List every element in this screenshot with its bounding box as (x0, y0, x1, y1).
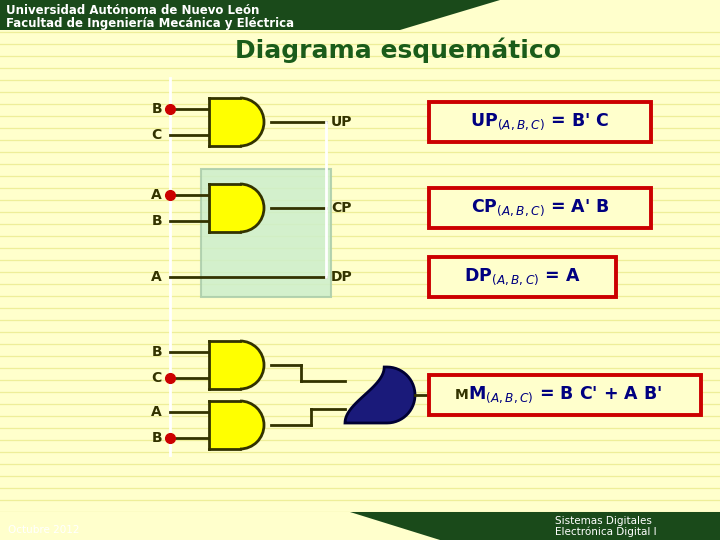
Text: UP$_{(A,B,C)}$ = B' C: UP$_{(A,B,C)}$ = B' C (470, 112, 610, 132)
Bar (209, 341, 240, 389)
Text: Diagrama esquemático: Diagrama esquemático (235, 37, 561, 63)
FancyBboxPatch shape (429, 102, 651, 142)
Text: Universidad Autónoma de Nuevo León: Universidad Autónoma de Nuevo León (6, 4, 259, 17)
Text: A: A (151, 270, 162, 284)
Polygon shape (345, 367, 415, 423)
Text: B: B (151, 431, 162, 445)
Text: UP: UP (331, 115, 353, 129)
Text: M: M (455, 388, 469, 402)
Bar (201, 169, 331, 297)
Text: A: A (151, 405, 162, 419)
Text: CP: CP (331, 201, 351, 215)
Text: Electrónica Digital I: Electrónica Digital I (555, 526, 657, 537)
Text: Sistemas Digitales: Sistemas Digitales (555, 516, 652, 526)
Wedge shape (240, 341, 264, 389)
Text: Octubre 2012: Octubre 2012 (8, 525, 79, 535)
Text: B: B (151, 345, 162, 359)
Text: C: C (152, 371, 162, 385)
Text: B: B (151, 102, 162, 116)
Bar (209, 184, 240, 232)
Polygon shape (0, 512, 440, 540)
Bar (209, 401, 240, 449)
Polygon shape (400, 0, 720, 30)
FancyBboxPatch shape (429, 257, 616, 297)
Text: DP: DP (331, 270, 353, 284)
Bar (0, 512, 720, 540)
FancyBboxPatch shape (429, 188, 651, 228)
Text: CP$_{(A,B,C)}$ = A' B: CP$_{(A,B,C)}$ = A' B (471, 198, 609, 218)
Wedge shape (240, 98, 264, 146)
FancyBboxPatch shape (429, 375, 701, 415)
Bar (0, 0, 720, 30)
Text: M$_{(A,B,C)}$ = B C' + A B': M$_{(A,B,C)}$ = B C' + A B' (468, 384, 662, 406)
Text: A: A (151, 188, 162, 202)
Bar (209, 98, 240, 146)
Text: DP$_{(A,B,C)}$ = A: DP$_{(A,B,C)}$ = A (464, 267, 581, 287)
Wedge shape (240, 401, 264, 449)
Wedge shape (240, 184, 264, 232)
Text: C: C (152, 128, 162, 142)
Text: B: B (151, 214, 162, 228)
Text: Facultad de Ingeniería Mecánica y Eléctrica: Facultad de Ingeniería Mecánica y Eléctr… (6, 17, 294, 30)
